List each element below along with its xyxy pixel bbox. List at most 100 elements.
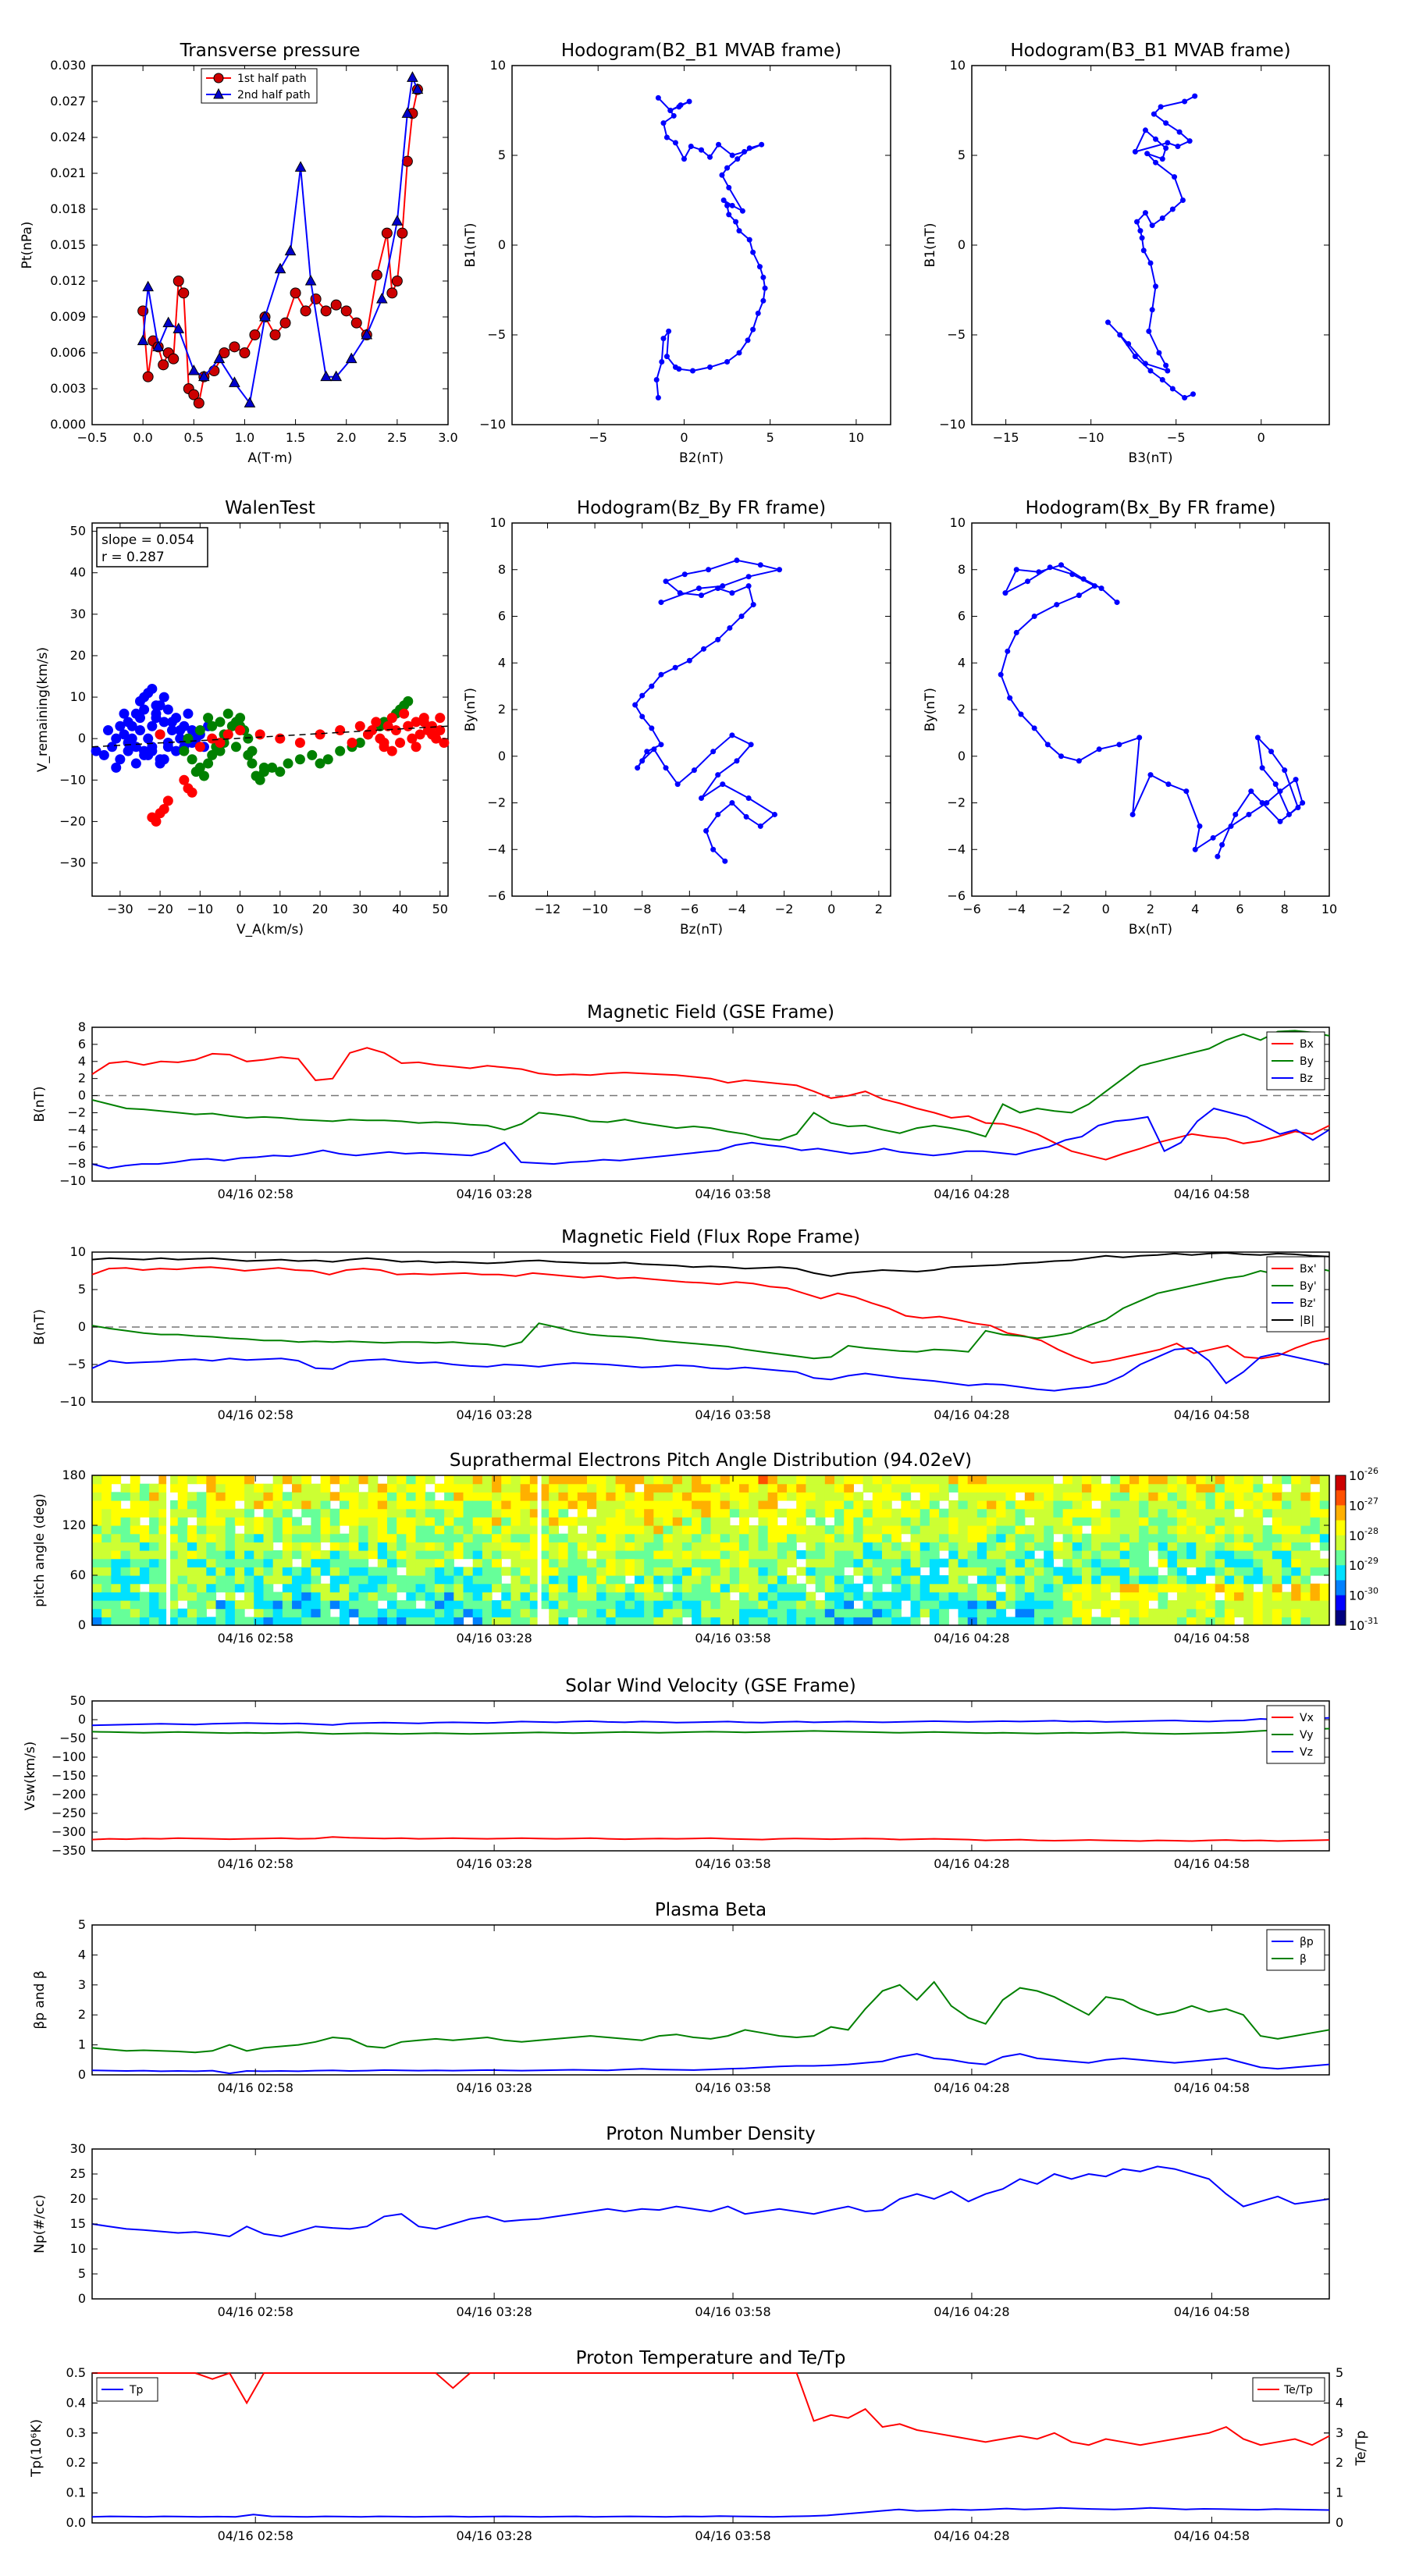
heatmap-cell <box>177 1550 188 1560</box>
heatmap-cell <box>1015 1542 1026 1551</box>
y-tick-label: 2 <box>1336 2455 1343 2470</box>
heatmap-cell <box>111 1558 122 1567</box>
heatmap-cell <box>301 1525 312 1535</box>
heatmap-cell <box>758 1575 769 1585</box>
heatmap-cell <box>130 1617 140 1626</box>
heatmap-cell <box>1234 1575 1244 1585</box>
heatmap-cell <box>1234 1592 1244 1601</box>
heatmap-cell <box>510 1617 521 1626</box>
heatmap-cell <box>929 1567 940 1576</box>
heatmap-cell <box>681 1492 692 1501</box>
heatmap-cell <box>720 1592 731 1601</box>
heatmap-cell <box>149 1500 159 1510</box>
heatmap-cell <box>929 1533 940 1542</box>
heatmap-cell <box>1034 1583 1044 1592</box>
heatmap-cell <box>863 1567 873 1576</box>
heatmap-cell <box>320 1558 331 1567</box>
y-tick-label: 8 <box>78 1019 86 1034</box>
heatmap-cell <box>634 1617 645 1626</box>
heatmap-cell <box>958 1508 969 1517</box>
data-point <box>639 713 646 720</box>
heatmap-cell <box>910 1483 921 1493</box>
heatmap-cell <box>1034 1500 1044 1510</box>
heatmap-cell <box>358 1617 369 1626</box>
heatmap-cell <box>329 1517 340 1526</box>
heatmap-cell <box>634 1558 645 1567</box>
y-tick-label: −250 <box>52 1806 86 1820</box>
heatmap-cell <box>101 1600 112 1610</box>
heatmap-cell <box>1215 1533 1225 1542</box>
heatmap-cell <box>482 1608 493 1617</box>
heatmap-cell <box>634 1592 645 1601</box>
data-point <box>729 800 735 806</box>
heatmap-cell <box>1101 1542 1112 1551</box>
heatmap-cell <box>681 1517 692 1526</box>
heatmap-cell <box>1176 1517 1187 1526</box>
heatmap-cell <box>1196 1508 1207 1517</box>
right-y-axis-label: Te/Tp <box>1353 2431 1369 2467</box>
heatmap-cell <box>787 1575 797 1585</box>
heatmap-cell <box>1072 1533 1083 1542</box>
heatmap-cell <box>796 1525 807 1535</box>
data-point <box>703 827 710 834</box>
x-tick-label: 10 <box>1321 902 1337 916</box>
data-point <box>391 276 403 286</box>
heatmap-cell <box>206 1475 217 1485</box>
heatmap-cell <box>320 1567 331 1576</box>
heatmap-cell <box>158 1583 169 1592</box>
heatmap-cell <box>234 1583 245 1592</box>
heatmap-cell <box>320 1517 331 1526</box>
heatmap-cell <box>948 1533 959 1542</box>
heatmap-cell <box>101 1517 112 1526</box>
heatmap-cell <box>739 1533 749 1542</box>
heatmap-cell <box>987 1517 997 1526</box>
heatmap-cell <box>1053 1583 1064 1592</box>
heatmap-cell <box>987 1608 997 1617</box>
heatmap-cell <box>939 1608 949 1617</box>
heatmap-cell <box>624 1492 635 1501</box>
heatmap-cell <box>149 1575 159 1585</box>
heatmap-cell <box>139 1550 150 1560</box>
y-tick-label: −10 <box>939 417 966 432</box>
heatmap-cell <box>948 1550 959 1560</box>
x-tick-label: 04/16 02:58 <box>218 1631 293 1646</box>
heatmap-cell <box>320 1508 331 1517</box>
heatmap-cell <box>939 1583 949 1592</box>
heatmap-cell <box>529 1558 540 1567</box>
heatmap-cell <box>1253 1533 1264 1542</box>
heatmap-cell <box>1119 1617 1130 1626</box>
heatmap-cell <box>1119 1483 1130 1493</box>
heatmap-cell <box>672 1542 683 1551</box>
x-tick-label: 2 <box>875 902 883 916</box>
y-tick-label: −10 <box>479 417 506 432</box>
scatter-point <box>123 745 133 756</box>
heatmap-cell <box>197 1558 207 1567</box>
colorbar-exponent: -29 <box>1364 1556 1378 1566</box>
heatmap-cell <box>292 1600 302 1610</box>
heatmap-cell <box>158 1608 169 1617</box>
heatmap-cell <box>824 1475 835 1485</box>
heatmap-cell <box>976 1550 987 1560</box>
heatmap-cell <box>615 1492 626 1501</box>
data-point <box>244 397 256 407</box>
y-tick-label: 30 <box>70 2141 86 2156</box>
heatmap-cell <box>806 1525 816 1535</box>
heatmap-cell <box>149 1558 159 1567</box>
data-point <box>294 161 307 172</box>
heatmap-cell <box>510 1525 521 1535</box>
heatmap-cell <box>910 1592 921 1601</box>
heatmap-cell <box>739 1483 749 1493</box>
heatmap-cell <box>1158 1542 1168 1551</box>
heatmap-cell <box>615 1533 626 1542</box>
heatmap-cell <box>301 1533 312 1542</box>
heatmap-cell <box>815 1483 826 1493</box>
heatmap-cell <box>1015 1592 1026 1601</box>
heatmap-cell <box>1196 1575 1207 1585</box>
heatmap-cell <box>358 1500 369 1510</box>
slope-text: slope = 0.054 <box>101 532 194 548</box>
heatmap-cell <box>225 1567 236 1576</box>
data-point <box>1232 811 1239 817</box>
heatmap-cell <box>1139 1608 1149 1617</box>
heatmap-cell <box>1215 1567 1225 1576</box>
heatmap-cell <box>881 1542 892 1551</box>
